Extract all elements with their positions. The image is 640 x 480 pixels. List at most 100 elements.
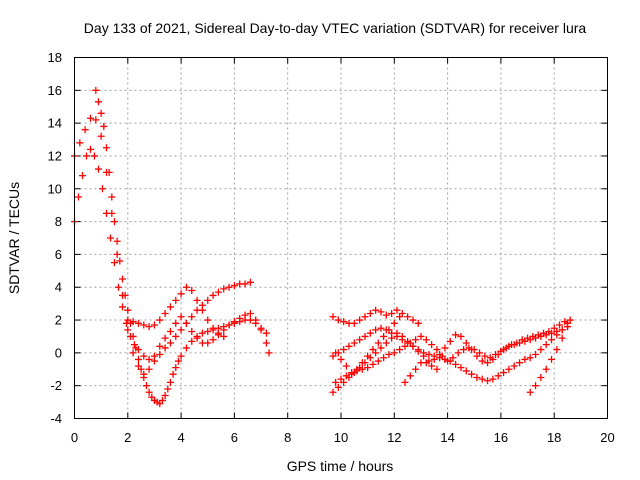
- data-point: [156, 351, 164, 359]
- data-point: [484, 359, 492, 367]
- series-track-f: [329, 319, 572, 385]
- y-tick-label: 18: [48, 50, 62, 65]
- data-point: [548, 355, 556, 363]
- data-point: [121, 291, 129, 299]
- data-point: [406, 339, 414, 347]
- data-point: [124, 326, 132, 334]
- data-point: [369, 360, 377, 368]
- plot-frame: [74, 57, 608, 419]
- data-point: [372, 326, 380, 334]
- data-point: [166, 339, 174, 347]
- data-point: [129, 318, 137, 326]
- data-point: [358, 359, 366, 367]
- data-point: [145, 355, 153, 363]
- data-point: [246, 278, 254, 286]
- x-tick-label: 6: [231, 430, 238, 445]
- data-point: [108, 209, 116, 217]
- y-tick-label: -2: [50, 378, 62, 393]
- x-tick-labels: 0 2 4 6 8 10 12 14 16 18 20: [71, 430, 615, 445]
- data-point: [134, 319, 142, 327]
- data-point: [422, 359, 430, 367]
- data-point: [156, 316, 164, 324]
- data-point: [169, 370, 177, 378]
- data-point: [94, 165, 102, 173]
- data-point: [497, 347, 505, 355]
- y-tick-label: 16: [48, 83, 62, 98]
- data-point: [225, 321, 233, 329]
- data-point: [489, 375, 497, 383]
- data-point: [252, 319, 260, 327]
- data-point: [100, 122, 108, 130]
- data-point: [145, 388, 153, 396]
- data-point: [161, 334, 169, 342]
- data-point: [369, 346, 377, 354]
- data-point: [446, 337, 454, 345]
- data-point: [449, 354, 457, 362]
- data-point: [150, 357, 158, 365]
- y-tick-label: 4: [55, 280, 62, 295]
- data-point: [97, 132, 105, 140]
- data-point: [457, 364, 465, 372]
- series-track-d: [124, 283, 228, 340]
- data-point: [334, 383, 342, 391]
- chart-title: Day 133 of 2021, Sidereal Day-to-day VTE…: [84, 20, 587, 36]
- data-point: [372, 306, 380, 314]
- x-tick-label: 12: [387, 430, 401, 445]
- data-point: [158, 396, 166, 404]
- data-point: [110, 218, 118, 226]
- y-tick-label: 10: [48, 181, 62, 196]
- data-point: [137, 365, 145, 373]
- series-track-e: [329, 306, 422, 327]
- data-point: [182, 283, 190, 291]
- data-point: [204, 296, 212, 304]
- data-point: [220, 285, 228, 293]
- data-point: [364, 352, 372, 360]
- data-point: [132, 344, 140, 352]
- data-point: [532, 351, 540, 359]
- data-point: [420, 352, 428, 360]
- y-tick-label: 2: [55, 313, 62, 328]
- x-tick-label: 8: [284, 430, 291, 445]
- data-point: [182, 344, 190, 352]
- series-track-j: [526, 323, 572, 396]
- x-tick-label: 18: [547, 430, 561, 445]
- data-point: [188, 337, 196, 345]
- data-point: [542, 365, 550, 373]
- data-point: [470, 346, 478, 354]
- data-point: [398, 332, 406, 340]
- data-point: [342, 362, 350, 370]
- data-point: [548, 336, 556, 344]
- data-point: [380, 354, 388, 362]
- data-point: [161, 344, 169, 352]
- data-point: [172, 364, 180, 372]
- data-point: [502, 344, 510, 352]
- data-point: [230, 319, 238, 327]
- data-point: [406, 372, 414, 380]
- y-axis-title: SDTVAR / TECUs: [6, 182, 22, 294]
- data-point: [366, 329, 374, 337]
- data-point: [377, 308, 385, 316]
- x-axis-title: GPS time / hours: [287, 458, 394, 474]
- data-point: [116, 257, 124, 265]
- data-point: [161, 392, 169, 400]
- data-point: [164, 385, 172, 393]
- data-point: [86, 114, 94, 122]
- data-point: [396, 346, 404, 354]
- y-tick-labels: -4 -2 0 2 4 6 8 10 12 14 16 18: [48, 50, 62, 426]
- data-point: [129, 349, 137, 357]
- data-point: [460, 346, 468, 354]
- data-point: [494, 372, 502, 380]
- data-point: [113, 250, 121, 258]
- data-point: [140, 352, 148, 360]
- data-point: [542, 341, 550, 349]
- data-point: [388, 334, 396, 342]
- data-point: [534, 331, 542, 339]
- data-point: [430, 355, 438, 363]
- data-point: [356, 336, 364, 344]
- data-point: [377, 324, 385, 332]
- data-point: [74, 193, 82, 201]
- data-point: [382, 311, 390, 319]
- data-point: [350, 339, 358, 347]
- data-point: [193, 332, 201, 340]
- data-point: [454, 349, 462, 357]
